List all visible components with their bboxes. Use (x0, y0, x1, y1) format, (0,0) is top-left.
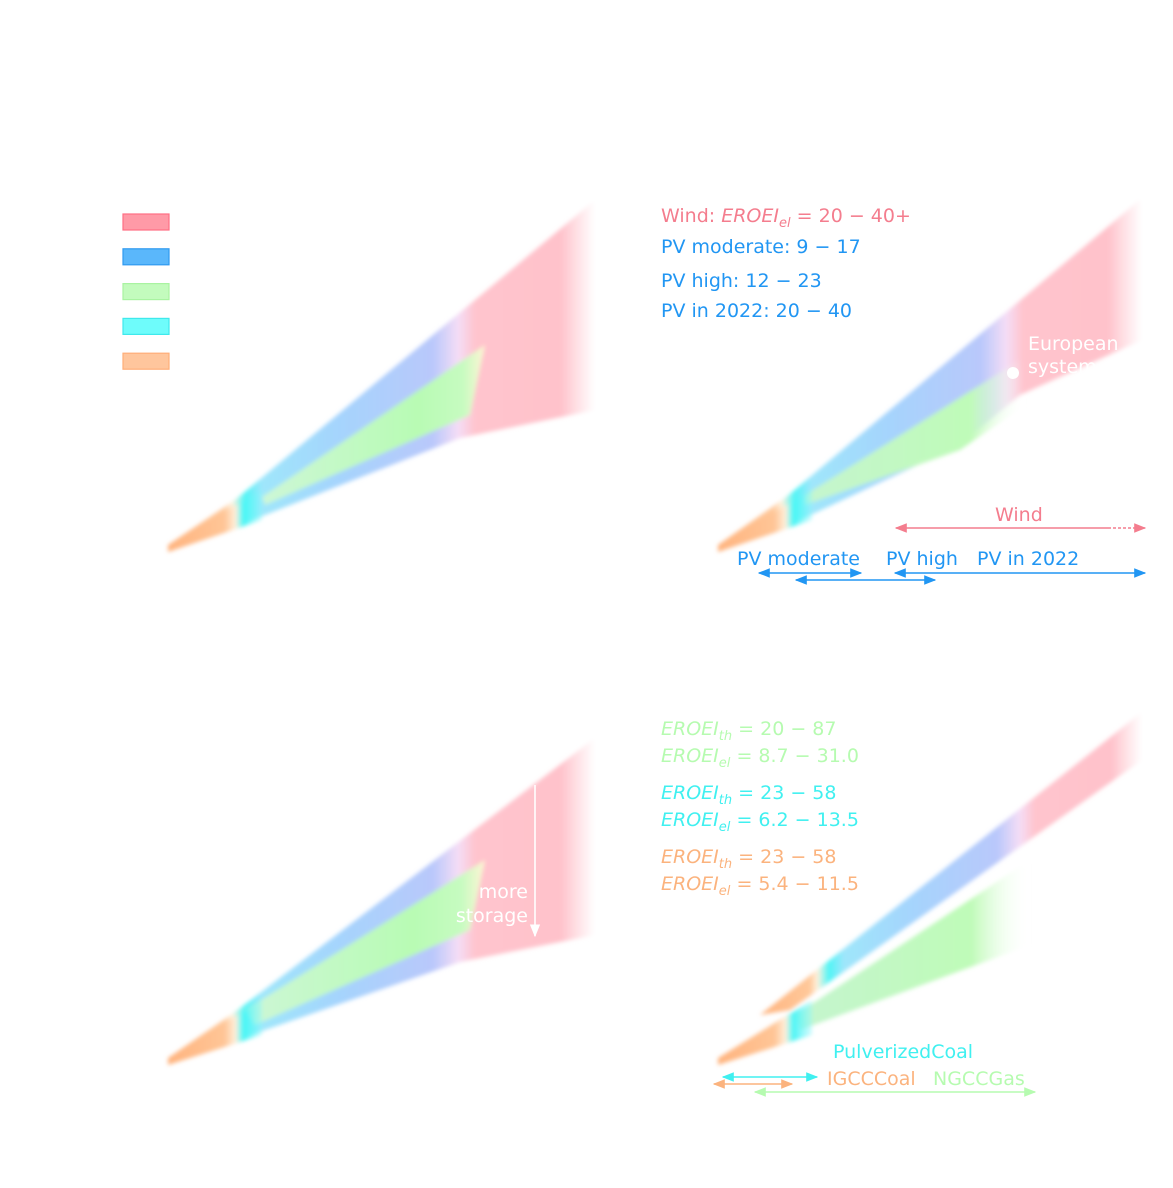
panel-b-ngcc-band (805, 360, 1025, 505)
legend-swatch-igcc (122, 352, 170, 370)
legend (122, 213, 170, 370)
panel-d: EROEIth = 20 − 87 EROEIel = 8.7 − 31.0 E… (661, 712, 1142, 1097)
legend-swatch-ngcc (122, 283, 170, 301)
more-storage-label-line1: more (479, 881, 528, 903)
panel-b-main-band (718, 198, 1142, 552)
legend-swatch-pc (122, 317, 170, 335)
panel-c-base-tip (168, 1000, 262, 1065)
panel-d-ngcc-band (795, 860, 1030, 1030)
panel-c: more storage (168, 738, 595, 1065)
pv-high-label: PV high: 12 − 23 (661, 270, 822, 292)
igcc-eroei-el-label: EROEIel = 5.4 − 11.5 (661, 873, 859, 899)
range-label-wind: Wind (995, 504, 1043, 526)
igcc-eroei-th-label: EROEIth = 23 − 58 (661, 846, 836, 872)
range-label-ngcc-gas: NGCCGas (933, 1068, 1025, 1090)
european-system-label-line2: system (1028, 356, 1097, 378)
range-label-igcc-coal: IGCCCoal (827, 1068, 916, 1090)
legend-swatch-wind (122, 213, 170, 231)
pv-moderate-label: PV moderate: 9 − 17 (661, 236, 861, 258)
panel-a-ngcc-band (262, 345, 485, 505)
pc-eroei-el-label: EROEIel = 6.2 − 13.5 (661, 809, 859, 835)
european-system-marker (1007, 367, 1019, 379)
pv-2022-label: PV in 2022: 20 − 40 (661, 300, 852, 322)
panel-c-ngcc-band (245, 860, 485, 1025)
panel-a-main-band (168, 200, 595, 552)
more-storage-label-line2: storage (456, 905, 528, 927)
range-label-pv-moderate: PV moderate (737, 548, 860, 570)
european-system-label-line1: European (1028, 333, 1119, 355)
panel-a-base-tip (168, 490, 262, 552)
panel-d-base-tip (718, 1000, 812, 1065)
ngcc-eroei-el-label: EROEIel = 8.7 − 31.0 (661, 745, 859, 771)
panel-b: Wind: EROEIel = 20 − 40+ PV moderate: 9 … (661, 198, 1147, 585)
wind-eroei-label: Wind: EROEIel = 20 − 40+ (661, 205, 911, 231)
ngcc-eroei-th-label: EROEIth = 20 − 87 (661, 718, 836, 744)
range-label-pv-2022: PV in 2022 (977, 548, 1079, 570)
panel-a (122, 200, 595, 552)
panel-d-upper-band (760, 712, 1142, 1015)
panel-c-main-band (168, 738, 595, 1065)
panel-b-base-tip (718, 490, 812, 552)
range-label-pulverized-coal: PulverizedCoal (833, 1041, 973, 1063)
legend-swatch-pv (122, 248, 170, 266)
pc-eroei-th-label: EROEIth = 23 − 58 (661, 782, 836, 808)
range-label-pv-high: PV high (886, 548, 958, 570)
